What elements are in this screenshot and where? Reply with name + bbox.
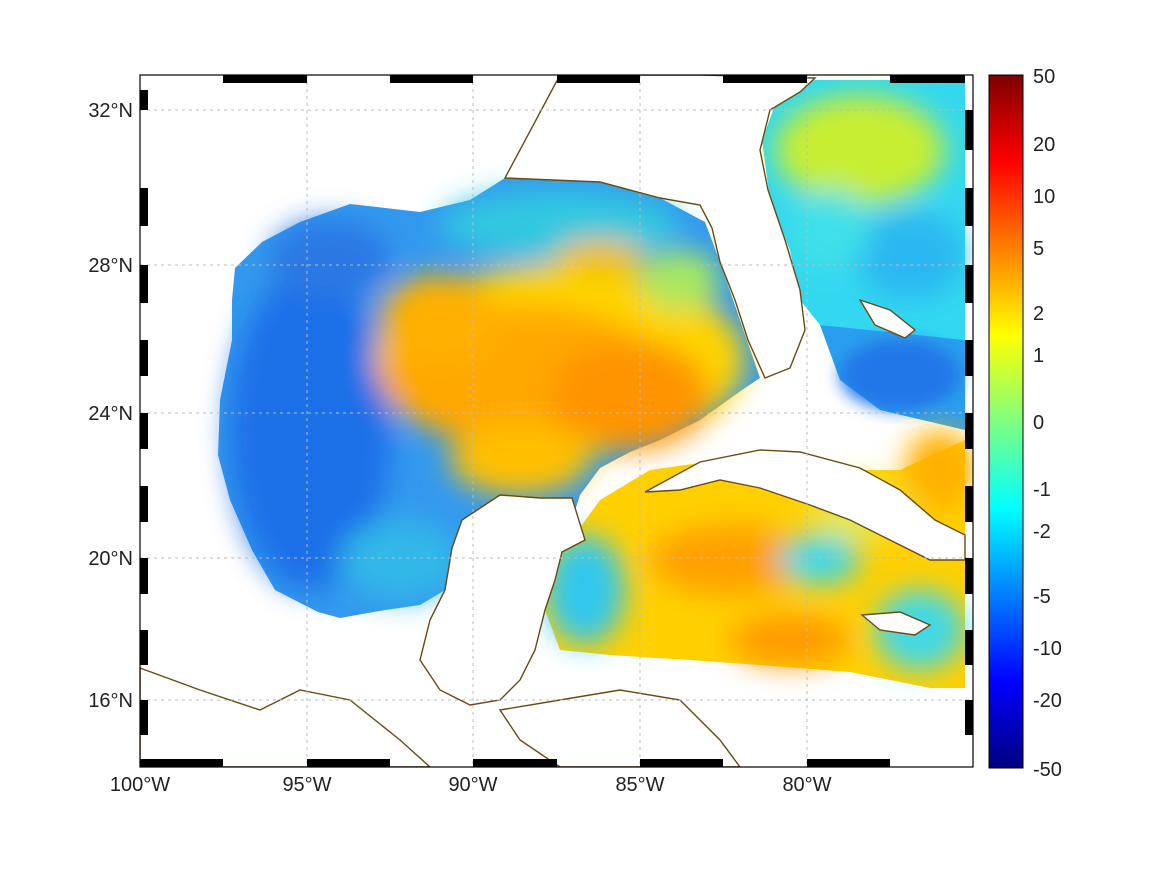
colorbar-label: -50: [1033, 759, 1062, 781]
land-yucatan: [419, 494, 586, 706]
frame-right-bars: [965, 110, 973, 735]
colorbar-label: 2: [1033, 303, 1044, 325]
frame-bottom-bars: [140, 759, 890, 767]
longitude-labels: 100°W 95°W 90°W 85°W 80°W: [110, 774, 832, 796]
lon-label: 80°W: [782, 774, 831, 796]
colorbar-labels: 50 20 10 5 2 1 0 -1 -2 -5 -10 -20 -50: [1033, 66, 1062, 781]
colorbar-label: 20: [1033, 134, 1055, 156]
latitude-labels: 32°N 28°N 24°N 20°N 16°N: [88, 100, 133, 712]
lon-label: 100°W: [110, 774, 170, 796]
frame-top-bars: [223, 75, 965, 83]
colorbar-label: 50: [1033, 66, 1055, 88]
coastlines: [140, 75, 966, 767]
land-florida: [503, 75, 817, 379]
lat-label: 24°N: [88, 403, 133, 425]
lat-label: 16°N: [88, 690, 133, 712]
lon-label: 85°W: [615, 774, 664, 796]
map-frame: [139, 74, 974, 768]
lat-label: 32°N: [88, 100, 133, 122]
colorbar-gradient: [988, 74, 1024, 769]
gulf-data-field: [218, 178, 760, 618]
lat-label: 28°N: [88, 255, 133, 277]
colorbar-label: -10: [1033, 638, 1062, 660]
colorbar-label: 0: [1033, 412, 1044, 434]
colorbar-label: -1: [1033, 479, 1051, 501]
colorbar-label: 5: [1033, 238, 1044, 260]
colorbar-label: -20: [1033, 690, 1062, 712]
colorbar-label: -5: [1033, 586, 1051, 608]
colorbar-label: 10: [1033, 186, 1055, 208]
land-bahamas: [858, 298, 917, 339]
land-honduras: [498, 689, 741, 767]
lat-label: 20°N: [88, 548, 133, 570]
lon-label: 90°W: [448, 774, 497, 796]
graticule: [140, 75, 973, 767]
land-jamaica: [860, 611, 932, 636]
map-area: [140, 75, 973, 767]
atlantic-data-field: [762, 80, 965, 430]
lon-label: 95°W: [282, 774, 331, 796]
colorbar-label: -2: [1033, 521, 1051, 543]
colorbar-label: 1: [1033, 345, 1044, 367]
colorbar: 50 20 10 5 2 1 0 -1 -2 -5 -10 -20 -50: [988, 66, 1062, 781]
frame-left-bars: [140, 90, 148, 735]
